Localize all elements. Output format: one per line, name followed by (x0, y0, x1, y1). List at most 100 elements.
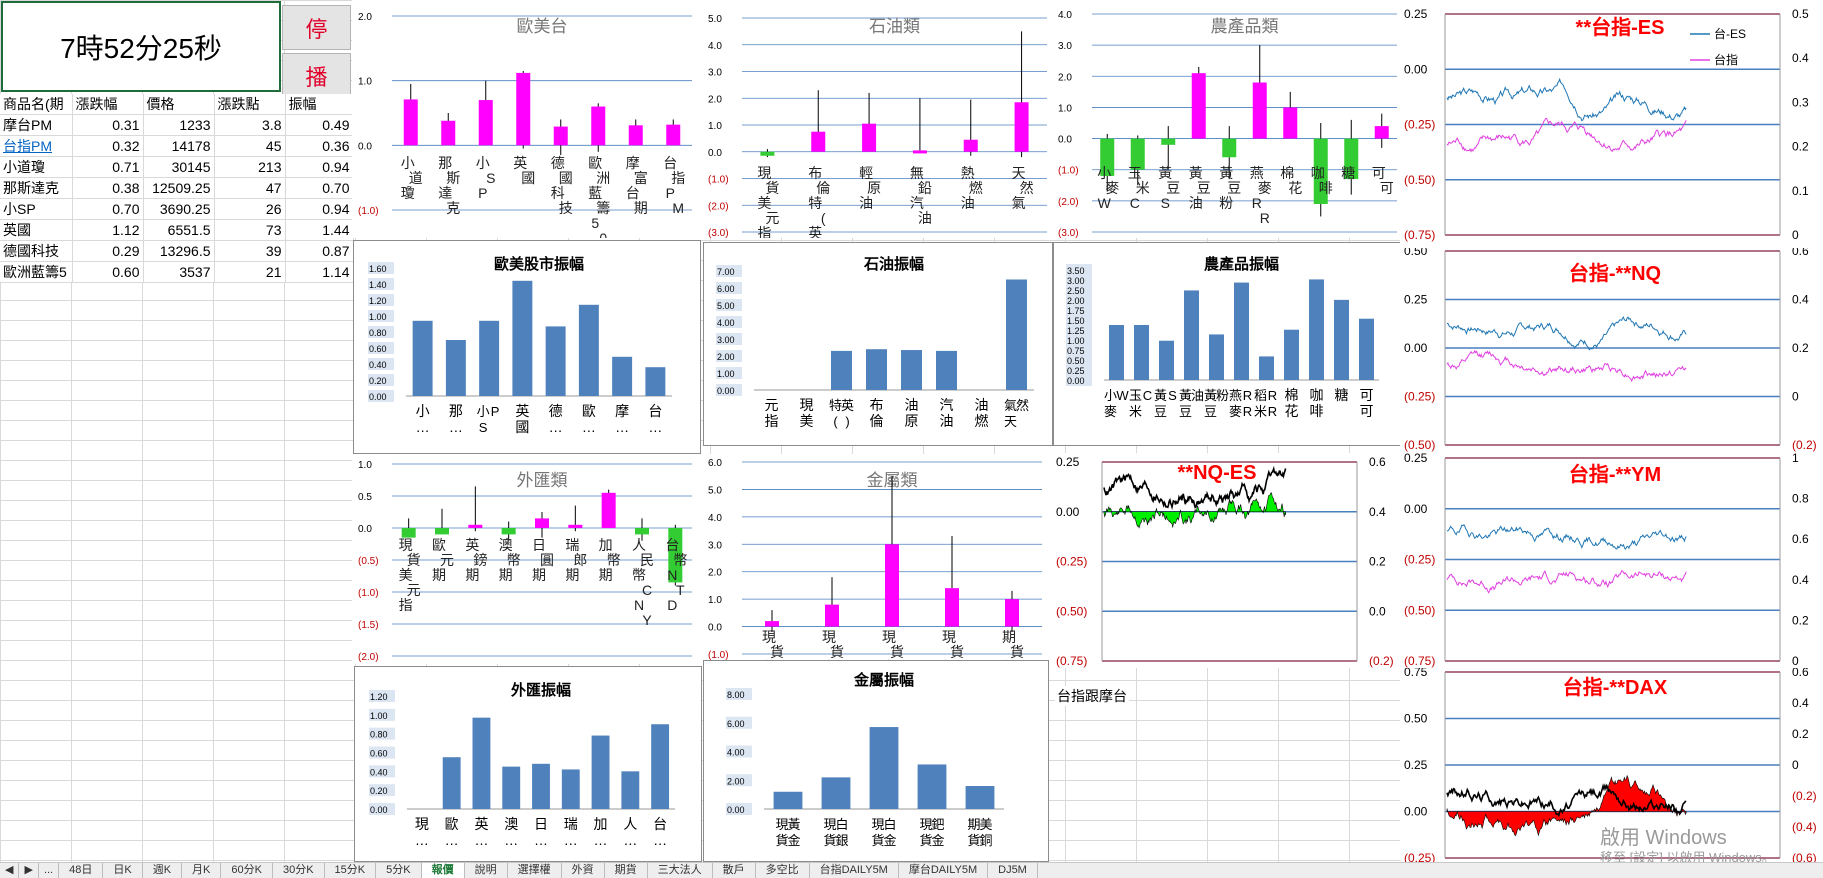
bar (591, 735, 610, 809)
sheet-tab[interactable]: 說明 (465, 863, 508, 878)
chart-forex-amplitude[interactable]: 1.20 1.00 0.80 0.60 0.40 0.20 0.00 外匯振幅現… 歐… 英… 澳…… (354, 666, 702, 862)
y2-tick-label: 0.3 (1792, 95, 1809, 109)
bar (651, 724, 670, 809)
chart-tw-ym[interactable]: 0.25 0.00 (0.25) (0.50) (0.75) 1 0.8 0.6 0.4 0.2 0… (1400, 453, 1823, 668)
x-tick-label: … (445, 832, 459, 848)
chart-tw-dax[interactable]: 0.75 0.50 0.25 0.00 (0.25) 0.6 0.4 0.2 0 (0.2) (0.… (1400, 668, 1823, 862)
y-tick-label: 1.0 (708, 595, 722, 606)
candle-body (1130, 138, 1145, 170)
chart-metals-amplitude[interactable]: 8.00 6.00 4.00 2.00 0.00 金屬振幅現貨黃金現貨白銀現貨白金現貨鈀金… (703, 660, 1049, 862)
chart-metals[interactable]: 6.05.04.03.02.01.00.0(1.0)金屬類現貨黃金現貨白銀現貨白… (702, 454, 1052, 664)
sheet-tab[interactable]: 台指DAILY5M (810, 863, 899, 878)
y-tick-bg (368, 326, 394, 338)
tab-nav-button[interactable]: ◀ (0, 863, 20, 878)
chart-forex[interactable]: 1.0 0.5 0.0 (0.5) (1.0) (1.5) (2.0) 外匯類現貨美元指歐元期… (352, 454, 702, 664)
candle-body (601, 492, 616, 528)
cell-name: 德國科技 (0, 240, 73, 262)
x-tick-label: W (1116, 388, 1129, 403)
bar (936, 350, 957, 390)
sheet-tab[interactable]: 外資 (562, 863, 605, 878)
stop-button[interactable]: 停 (282, 5, 351, 50)
sheet-tab[interactable]: 週K (143, 863, 183, 878)
x-tick-label: 貨 (823, 833, 836, 848)
y-tick-label: (2.0) (708, 201, 729, 212)
x-tick-label: 人 (632, 537, 646, 553)
chart-oil-amplitude[interactable]: 7.00 6.00 5.00 4.00 3.00 2.00 1.00 0.00 石油振幅元指 現美… (703, 242, 1053, 446)
x-tick-label: 啡 (1319, 180, 1333, 196)
y2-tick-label: 0.1 (1792, 184, 1809, 198)
chart-stock-amplitude[interactable]: 1.60 1.40 1.20 1.00 0.80 0.60 0.40 0.20 0.00 歐美股市… (353, 240, 701, 454)
x-tick-label: 特 (829, 398, 842, 413)
x-tick-label: … (449, 419, 463, 435)
sheet-tab[interactable]: 30分K (273, 863, 325, 878)
y-tick-label: 4.0 (708, 513, 722, 524)
sheet-tab[interactable]: 48日 (59, 863, 104, 878)
x-tick-label: D (667, 597, 677, 613)
x-tick-label: ( (821, 210, 826, 226)
x-tick-label: S (1161, 195, 1170, 211)
x-tick-label: 人 (623, 816, 637, 832)
chart-agri-amplitude[interactable]: 3.50 3.00 2.50 2.00 1.75 1.50 1.25 1.00 0.75 0.50… (1053, 242, 1401, 446)
x-tick-label: 油 (918, 210, 932, 226)
candle-body (1191, 73, 1206, 139)
x-tick-label: 貨 (407, 552, 421, 568)
y-tick-bg (369, 690, 395, 702)
tab-nav-button[interactable]: ▶ (19, 863, 39, 878)
x-tick-label: 台 (653, 816, 667, 832)
x-tick-label: 然 (1016, 398, 1029, 413)
x-tick-label: 倫 (816, 180, 830, 196)
sheet-tab[interactable]: 摩台DAILY5M (899, 863, 989, 878)
chart-nq-es[interactable]: 0.25 0.00 (0.25) (0.50) (0.75) 0.6 0.4 0.2 0.0 (0… (1052, 453, 1402, 668)
bar (1109, 325, 1124, 380)
x-tick-label: 貨 (1010, 644, 1024, 660)
x-tick-label: 豆 (1204, 404, 1217, 419)
y-tick-label: 5.00 (717, 301, 735, 311)
cell-name[interactable]: 台指PM (0, 135, 73, 157)
x-tick-label: … (582, 419, 596, 435)
sheet-tab[interactable]: DJ5M (988, 863, 1038, 878)
x-tick-label: 籌 (596, 200, 610, 216)
y-tick-label: 0.25 (1404, 7, 1428, 21)
sheet-tab[interactable]: 選擇權 (508, 863, 562, 878)
chart-us-eu-tw[interactable]: 2.0 1.0 0.0 (1.0) 歐美台小道瓊那斯達克小 S P 英國德國科技歐洲藍籌 5 0 摩… (352, 0, 702, 238)
x-tick-label: 日 (534, 816, 548, 832)
y-tick-label: 0.00 (1404, 341, 1428, 355)
chart-oil[interactable]: 5.0 4.0 3.0 2.0 1.0 0.0 (1.0) (2.0) (3.0) 石油類現貨美元… (702, 0, 1052, 238)
y-tick-bg (368, 390, 394, 402)
sheet-tab[interactable]: 散戶 (713, 863, 756, 878)
x-tick-label: 麥 (1229, 404, 1242, 419)
sheet-tab[interactable]: 報價 (421, 863, 465, 878)
x-tick-label: 英 (515, 403, 529, 419)
chart-title: 台指-**DAX (1563, 675, 1668, 699)
sheet-tab[interactable]: 月K (182, 863, 222, 878)
y-tick-bg (368, 278, 394, 290)
sheet-tab[interactable]: 15分K (325, 863, 377, 878)
sheet-tab[interactable]: 三大法人 (648, 863, 713, 878)
play-button[interactable]: 播 (282, 53, 351, 98)
chart-agri[interactable]: 4.0 3.0 2.0 1.0 0.0 (1.0) (2.0) (3.0) 農產品類小麥 W 玉米 C… (1052, 0, 1402, 238)
y-tick-label: (1.0) (1058, 166, 1079, 177)
cell-chg-pts: 26 (214, 198, 286, 220)
sheet-tab[interactable]: 日K (103, 863, 143, 878)
y-tick-bg (1066, 304, 1092, 316)
y-tick-label: 2.00 (717, 352, 735, 362)
sheet-tab[interactable]: 60分K (221, 863, 273, 878)
sheet-tab[interactable]: 多空比 (756, 863, 810, 878)
chart-tw-nq[interactable]: 0.50 0.25 0.00 (0.25) (0.50) 0.6 0.4 0.2 0 (0.2) 台… (1400, 248, 1823, 453)
y-tick-bg (368, 342, 394, 354)
y-tick-label: (0.25) (1404, 390, 1435, 404)
x-tick-label: 瑞 (565, 537, 579, 553)
sheet-tab[interactable]: 5分K (376, 863, 422, 878)
tab-nav-button[interactable]: ... (39, 863, 60, 878)
y2-tick-label: 0 (1792, 390, 1799, 404)
cell-price: 12509.25 (143, 177, 215, 199)
x-tick-label: 糖 (1341, 165, 1355, 181)
bar (1334, 299, 1349, 380)
x-tick-label: W (1098, 195, 1112, 211)
chart-tw-es[interactable]: 0.25 0.00 (0.25) (0.50) (0.75) 0.5 0.4 0.3 0.2 0.… (1400, 0, 1823, 248)
y-tick-label: 1.0 (358, 460, 372, 471)
x-tick-label: 富 (634, 170, 648, 186)
sheet-tab[interactable]: 期貨 (605, 863, 648, 878)
bar (1006, 279, 1027, 390)
x-tick-label: 歐 (432, 537, 446, 553)
